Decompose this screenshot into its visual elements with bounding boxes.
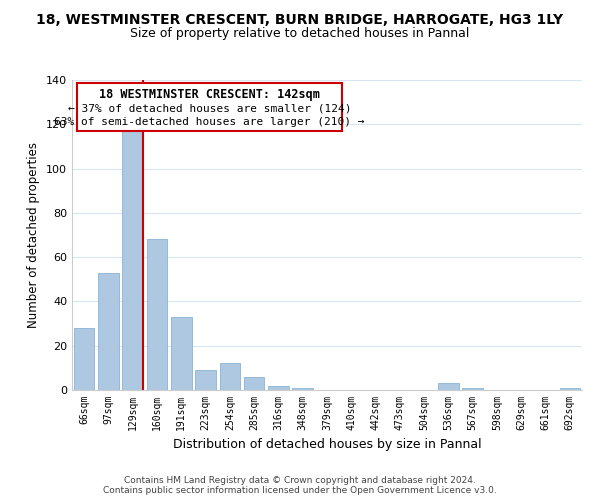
Text: 63% of semi-detached houses are larger (210) →: 63% of semi-detached houses are larger (… [55, 117, 365, 127]
Bar [560, 388, 580, 390]
FancyBboxPatch shape [77, 83, 342, 131]
Text: Contains HM Land Registry data © Crown copyright and database right 2024.
Contai: Contains HM Land Registry data © Crown c… [103, 476, 497, 495]
Text: 18, WESTMINSTER CRESCENT, BURN BRIDGE, HARROGATE, HG3 1LY: 18, WESTMINSTER CRESCENT, BURN BRIDGE, H… [37, 12, 563, 26]
Text: ← 37% of detached houses are smaller (124): ← 37% of detached houses are smaller (12… [68, 104, 352, 114]
Y-axis label: Number of detached properties: Number of detached properties [28, 142, 40, 328]
Bar [98, 272, 119, 390]
Bar [195, 370, 216, 390]
Text: 18 WESTMINSTER CRESCENT: 142sqm: 18 WESTMINSTER CRESCENT: 142sqm [99, 88, 320, 101]
Bar [171, 317, 191, 390]
Text: Size of property relative to detached houses in Pannal: Size of property relative to detached ho… [130, 28, 470, 40]
Bar [268, 386, 289, 390]
Bar [292, 388, 313, 390]
Bar [122, 128, 143, 390]
Bar [463, 388, 483, 390]
X-axis label: Distribution of detached houses by size in Pannal: Distribution of detached houses by size … [173, 438, 481, 452]
Bar [74, 328, 94, 390]
Bar [244, 376, 265, 390]
Bar [438, 384, 459, 390]
Bar [220, 364, 240, 390]
Bar [146, 240, 167, 390]
